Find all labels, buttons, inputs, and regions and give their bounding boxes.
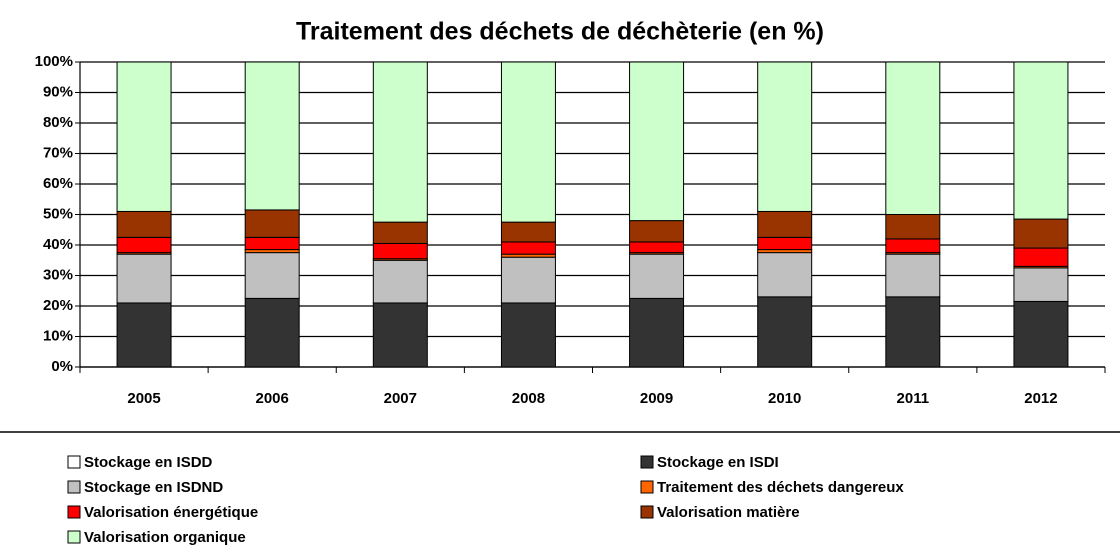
bar-segment (372, 221, 428, 244)
bar-segment (1013, 218, 1069, 249)
bar-segment (629, 253, 685, 299)
bar-segment (1013, 300, 1069, 368)
bar-segment (1013, 247, 1069, 267)
bar-segment (757, 210, 813, 238)
y-tick-label: 80% (43, 114, 73, 131)
bar-segment (757, 252, 813, 298)
x-tick-label: 2006 (256, 390, 289, 407)
chart-title: Traitement des déchets de déchèterie (en… (296, 18, 824, 46)
bar-segment (116, 302, 172, 368)
bar-segment (372, 61, 428, 223)
bar-segment (116, 236, 172, 254)
bar-segment (629, 241, 685, 254)
bar-segment (244, 297, 300, 368)
y-tick-label: 30% (43, 266, 73, 283)
legend-swatch (640, 455, 654, 469)
bar-segment (1013, 267, 1069, 302)
bar-segment (1013, 61, 1069, 220)
y-tick-label: 70% (43, 144, 73, 161)
bar-segment (757, 296, 813, 368)
y-tick-label: 100% (35, 53, 73, 70)
legend-swatch (67, 530, 81, 544)
y-tick-label: 50% (43, 205, 73, 222)
bar-segment (885, 253, 941, 298)
legend-swatch (640, 505, 654, 519)
bar-segment (244, 236, 300, 251)
bar-segment (629, 220, 685, 243)
legend-label: Stockage en ISDI (657, 454, 779, 471)
bar-segment (116, 61, 172, 212)
x-tick-label: 2009 (640, 390, 673, 407)
bar-segment (885, 214, 941, 240)
bar-segment (372, 259, 428, 304)
legend-label: Stockage en ISDND (84, 479, 223, 496)
legend-swatch (67, 480, 81, 494)
bar-segment (116, 253, 172, 304)
bar-segment (244, 61, 300, 211)
bar-segment (885, 61, 941, 215)
bar-segment (500, 61, 556, 223)
x-tick-label: 2005 (127, 390, 160, 407)
bar-segment (244, 209, 300, 238)
bar-segment (244, 252, 300, 299)
y-tick-label: 90% (43, 83, 73, 100)
bar-segment (500, 241, 556, 255)
legend-label: Valorisation matière (657, 504, 800, 521)
legend-label: Valorisation énergétique (84, 504, 258, 521)
bar-segment (500, 256, 556, 304)
bar-segment (757, 236, 813, 251)
y-tick-label: 10% (43, 327, 73, 344)
y-tick-label: 0% (51, 358, 73, 375)
bar-segment (372, 302, 428, 368)
legend-label: Traitement des déchets dangereux (657, 479, 904, 496)
legend-label: Stockage en ISDD (84, 454, 213, 471)
y-tick-label: 20% (43, 297, 73, 314)
bar-segment (885, 296, 941, 368)
legend-swatch (640, 480, 654, 494)
bar-segment (372, 242, 428, 260)
legend-swatch (67, 455, 81, 469)
legend-label: Valorisation organique (84, 529, 246, 546)
bar-segment (629, 297, 685, 368)
x-tick-label: 2010 (768, 390, 801, 407)
bar-segment (116, 210, 172, 238)
bar-segment (757, 61, 813, 212)
bar-segment (885, 238, 941, 254)
bar-segment (500, 221, 556, 243)
x-tick-label: 2007 (384, 390, 417, 407)
legend-swatch (67, 505, 81, 519)
x-tick-label: 2012 (1024, 390, 1057, 407)
y-tick-label: 40% (43, 236, 73, 253)
y-tick-label: 60% (43, 175, 73, 192)
bar-segment (500, 302, 556, 368)
x-tick-label: 2011 (897, 390, 930, 407)
x-tick-label: 2008 (512, 390, 545, 407)
bar-segment (629, 61, 685, 222)
